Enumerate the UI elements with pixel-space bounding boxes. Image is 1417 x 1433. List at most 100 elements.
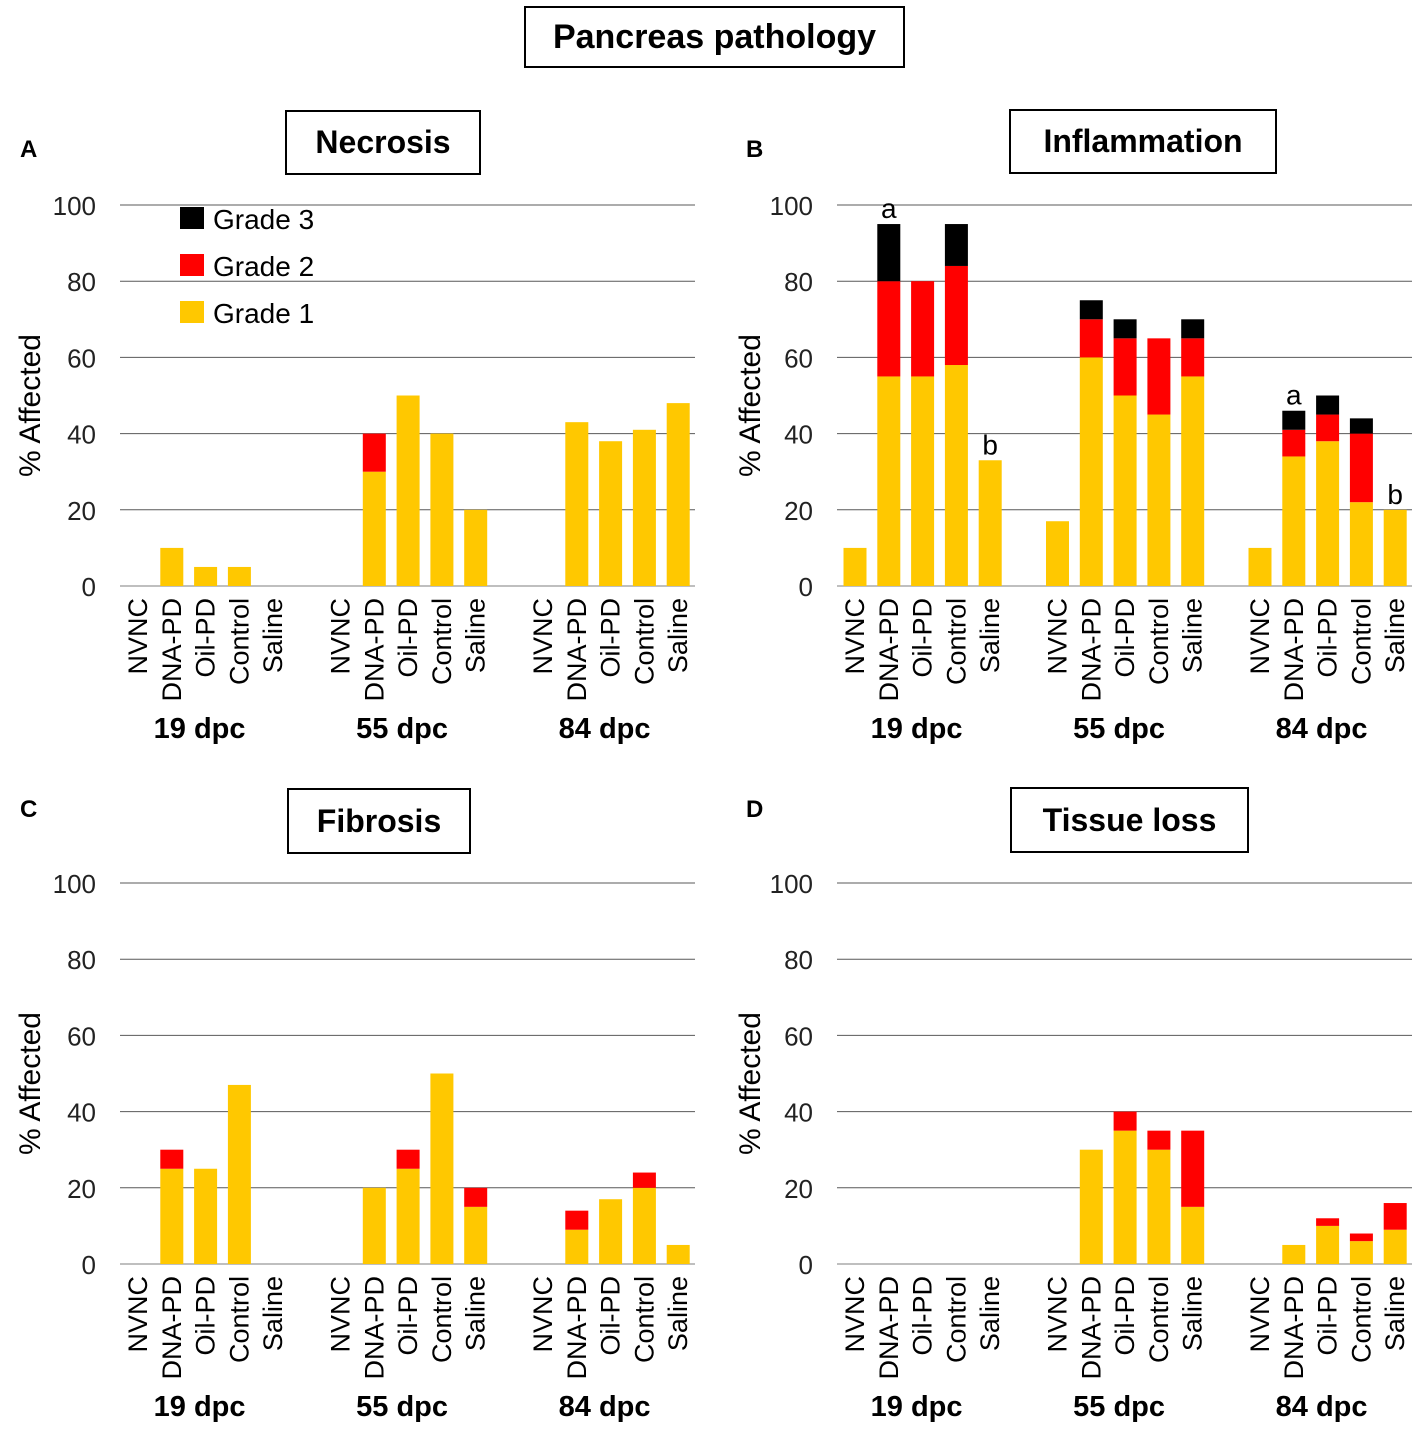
- x-tick-label: NVNC: [1245, 598, 1275, 675]
- x-tick-label: NVNC: [528, 1276, 558, 1353]
- x-tick-label: Control: [224, 598, 254, 685]
- bar-grade-2: [1079, 319, 1103, 358]
- bar-grade-1: [464, 509, 488, 586]
- bar-grade-3: [1282, 410, 1306, 430]
- y-axis-label: % Affected: [14, 334, 47, 477]
- y-tick-label: 20: [784, 1174, 813, 1204]
- x-tick-label: Saline: [461, 598, 491, 673]
- panel-letter-a: A: [20, 136, 38, 163]
- x-tick-label: Oil-PD: [596, 598, 626, 678]
- bar-grade-1: [194, 1168, 218, 1264]
- x-tick-label: Control: [427, 1276, 457, 1363]
- x-tick-label: Control: [1144, 598, 1174, 685]
- x-tick-label: Oil-PD: [1313, 598, 1343, 678]
- bar-grade-1: [160, 547, 184, 586]
- bar-grade-2: [1147, 338, 1171, 415]
- panel-letter-b: B: [746, 136, 764, 163]
- bar-grade-2: [160, 1149, 184, 1169]
- bar-grade-1: [1383, 509, 1407, 586]
- y-tick-label: 100: [770, 191, 813, 221]
- bar-grade-1: [1349, 1241, 1373, 1264]
- x-tick-label: Control: [427, 598, 457, 685]
- x-tick-label: DNA-PD: [874, 598, 904, 702]
- x-tick-label: Saline: [1380, 598, 1410, 673]
- x-tick-label: NVNC: [1245, 1276, 1275, 1353]
- x-tick-label: DNA-PD: [1076, 598, 1106, 702]
- x-tick-label: DNA-PD: [157, 598, 187, 702]
- y-tick-label: 80: [784, 945, 813, 975]
- x-tick-label: DNA-PD: [562, 1276, 592, 1380]
- y-tick-label: 40: [784, 420, 813, 450]
- x-tick-label: NVNC: [1043, 598, 1073, 675]
- x-tick-label: Saline: [258, 1276, 288, 1351]
- y-tick-label: 80: [67, 945, 96, 975]
- group-label: 55 dpc: [1073, 1391, 1165, 1423]
- x-tick-label: DNA-PD: [1279, 598, 1309, 702]
- y-axis-label: % Affected: [734, 334, 767, 477]
- bar-grade-3: [1079, 300, 1103, 320]
- bar-grade-1: [565, 1229, 589, 1264]
- bar-grade-3: [1113, 319, 1137, 339]
- x-tick-label: DNA-PD: [157, 1276, 187, 1380]
- bar-grade-2: [632, 1172, 656, 1188]
- bar-grade-3: [944, 224, 968, 266]
- bar-grade-1: [160, 1168, 184, 1264]
- bar-grade-1: [362, 1187, 386, 1264]
- bar-grade-1: [1046, 521, 1069, 586]
- y-axis-label: % Affected: [14, 1012, 47, 1155]
- x-tick-label: DNA-PD: [359, 1276, 389, 1380]
- y-axis-label: % Affected: [734, 1012, 767, 1155]
- panel-title-necrosis: Necrosis: [285, 110, 481, 175]
- bar-grade-2: [1113, 338, 1137, 396]
- bar-grade-2: [1181, 338, 1205, 377]
- bar-grade-1: [1079, 357, 1103, 586]
- y-tick-label: 100: [770, 869, 813, 899]
- bar-grade-1: [1282, 1244, 1306, 1264]
- group-label: 84 dpc: [1276, 1391, 1368, 1423]
- group-label: 84 dpc: [1276, 713, 1368, 745]
- y-tick-label: 60: [67, 343, 96, 373]
- bar-grade-2: [1316, 1218, 1340, 1226]
- group-label: 84 dpc: [559, 713, 651, 745]
- x-tick-label: NVNC: [528, 598, 558, 675]
- y-tick-label: 40: [67, 1098, 96, 1128]
- bar-grade-2: [911, 281, 935, 377]
- bar-grade-1: [666, 1244, 690, 1264]
- figure-title: Pancreas pathology: [524, 6, 905, 68]
- bar-grade-1: [1383, 1229, 1407, 1264]
- x-tick-label: Oil-PD: [1313, 1276, 1343, 1356]
- bar-grade-3: [877, 224, 901, 282]
- panel-letter-c: C: [20, 796, 38, 823]
- bar-grade-2: [464, 1187, 488, 1207]
- x-tick-label: NVNC: [1043, 1276, 1073, 1353]
- x-tick-label: Control: [224, 1276, 254, 1363]
- bar-grade-2: [1113, 1111, 1137, 1131]
- significance-letter: b: [1387, 479, 1403, 510]
- bar-grade-1: [1248, 547, 1272, 586]
- y-tick-label: 100: [53, 869, 96, 899]
- x-tick-label: Oil-PD: [908, 598, 938, 678]
- bar-grade-2: [1349, 433, 1373, 503]
- x-tick-label: Control: [941, 598, 971, 685]
- x-tick-label: DNA-PD: [874, 1276, 904, 1380]
- x-tick-label: Control: [941, 1276, 971, 1363]
- bar-grade-1: [843, 547, 867, 586]
- y-tick-label: 60: [784, 1021, 813, 1051]
- panel-title-inflammation: Inflammation: [1009, 109, 1277, 174]
- y-tick-label: 80: [67, 267, 96, 297]
- legend-label: Grade 2: [213, 251, 314, 282]
- bar-grade-1: [1079, 1149, 1103, 1264]
- x-tick-label: Saline: [975, 1276, 1005, 1351]
- x-tick-label: DNA-PD: [562, 598, 592, 702]
- x-tick-label: Saline: [1178, 1276, 1208, 1351]
- x-tick-label: Oil-PD: [908, 1276, 938, 1356]
- panel-letter-d: D: [746, 796, 764, 823]
- bar-grade-1: [1113, 1130, 1137, 1264]
- y-tick-label: 0: [82, 1250, 96, 1280]
- x-tick-label: NVNC: [326, 598, 356, 675]
- bar-grade-1: [396, 1168, 420, 1264]
- x-tick-label: Saline: [1178, 598, 1208, 673]
- bar-grade-2: [1383, 1203, 1407, 1230]
- group-label: 84 dpc: [559, 1391, 651, 1423]
- x-tick-label: NVNC: [123, 598, 153, 675]
